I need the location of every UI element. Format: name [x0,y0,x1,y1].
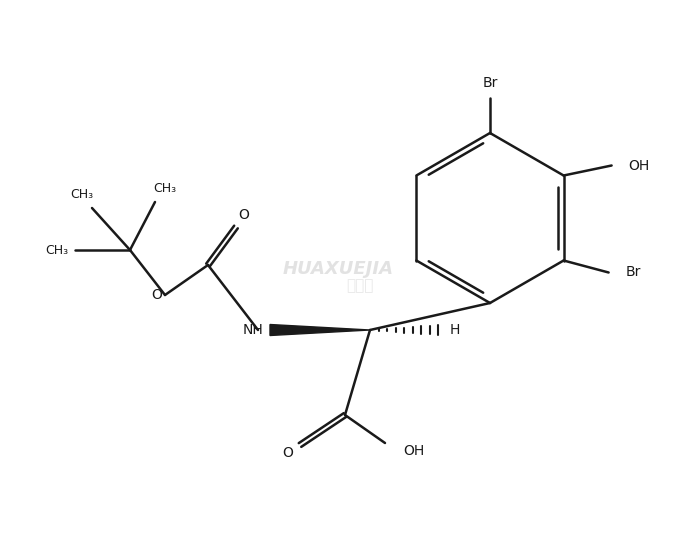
Text: OH: OH [403,444,425,458]
Text: CH₃: CH₃ [70,188,93,201]
Text: HUAXUEJIA: HUAXUEJIA [283,260,393,278]
Text: CH₃: CH₃ [153,182,176,195]
Text: O: O [151,288,162,302]
Text: Br: Br [625,265,641,280]
Text: O: O [239,208,249,222]
Polygon shape [270,325,370,336]
Text: NH: NH [242,323,263,337]
Text: O: O [283,446,293,460]
Text: 化学加: 化学加 [346,279,374,294]
Text: CH₃: CH₃ [45,244,68,257]
Text: Br: Br [482,76,498,90]
Text: OH: OH [629,158,650,172]
Text: H: H [450,323,460,337]
